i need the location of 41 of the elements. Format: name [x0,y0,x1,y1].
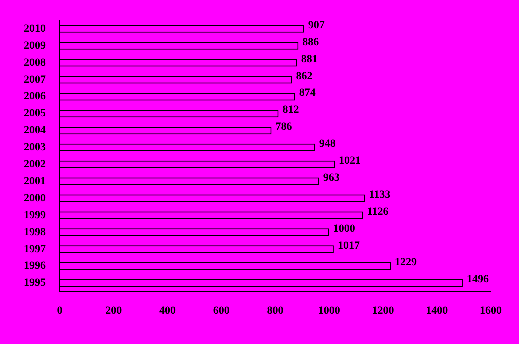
x-tick-label: 1400 [426,305,449,318]
x-tick-label: 400 [160,305,176,318]
y-tick-label: 2001 [24,175,46,188]
data-label: 1000 [333,222,356,235]
y-tick-label: 2005 [24,108,46,120]
data-label: 948 [319,138,336,150]
data-label: 1021 [339,155,362,168]
data-label: 881 [301,53,318,66]
data-label: 862 [296,70,314,82]
y-tick-label: 2007 [24,74,46,86]
x-tick-label: 200 [106,305,123,318]
x-tick-label: 1200 [372,305,395,318]
x-tick-label: 800 [267,305,284,318]
y-tick-label: 2006 [24,90,46,103]
x-tick-label: 600 [213,305,230,318]
y-tick-label: 1997 [24,243,46,256]
data-label: 786 [276,121,293,134]
x-tick-label: 1600 [480,305,502,318]
data-label: 812 [282,104,300,116]
y-tick-label: 2010 [24,22,46,35]
data-label: 907 [308,19,326,32]
data-label: 886 [302,36,320,48]
data-label: 874 [299,87,316,100]
data-label: 1126 [367,206,390,218]
data-label: 1229 [395,256,418,269]
x-tick-label: 0 [57,305,64,318]
data-label: 1017 [338,240,360,252]
y-tick-label: 1998 [24,226,46,238]
data-label: 1133 [369,188,392,201]
y-tick-label: 2009 [24,40,46,52]
y-tick-label: 1999 [24,209,46,222]
data-label: 1496 [466,274,490,286]
y-tick-label: 2003 [24,142,46,154]
x-tick-label: 1000 [318,305,341,318]
y-tick-label: 2002 [24,158,46,171]
y-tick-label: 1995 [24,277,46,290]
data-label: 963 [323,172,340,184]
y-tick-label: 2008 [24,56,46,69]
y-tick-label: 2000 [24,192,46,204]
y-tick-label: 2004 [24,124,46,137]
y-tick-label: 1996 [24,260,46,272]
